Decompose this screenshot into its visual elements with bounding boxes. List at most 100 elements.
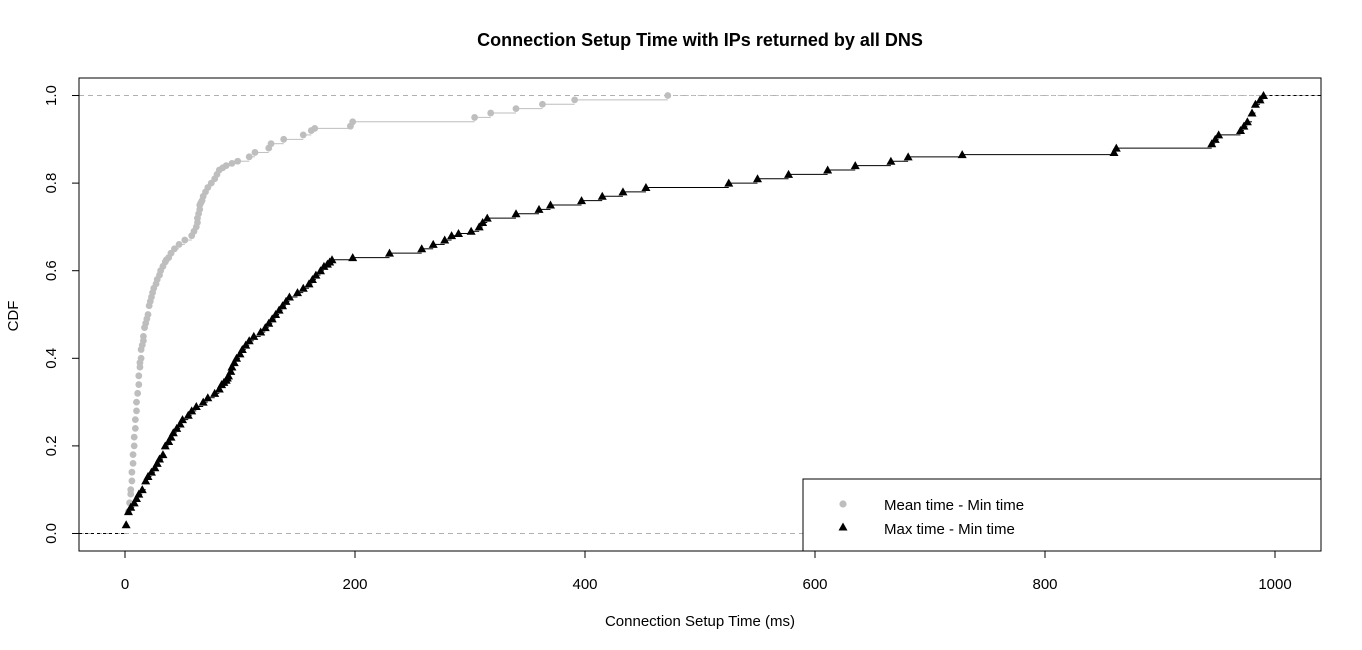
legend-label-mean: Mean time - Min time [884,497,1024,514]
series-1-point [284,292,294,301]
series-0-point [135,372,143,380]
series-1-point [311,270,321,279]
series-0-point [664,92,672,99]
series-1-point [172,423,182,432]
series-1-point [183,410,193,419]
series-1-point [784,169,794,178]
series-1-point [187,406,197,415]
series-0-point [539,100,546,108]
series-1-point [146,467,156,476]
series-1-point [227,362,237,371]
series-0-point [129,460,137,467]
series-0-point [131,416,139,424]
series-1-point [281,296,291,305]
series-1-point [150,463,160,472]
series-1-point [232,353,242,362]
y-axis: 0.0 0.2 0.4 0.6 0.8 1.0 [43,85,80,544]
series-1-point [235,349,245,358]
series-1-point [307,274,317,283]
x-tick-label: 400 [572,576,597,593]
chart-title: Connection Setup Time with IPs returned … [477,30,923,50]
series-1-point [267,314,277,323]
series-0-point [251,149,259,156]
series-1-point [256,327,266,336]
series-0-point [128,477,136,485]
y-axis-label: CDF [5,301,22,332]
series-1-point [304,279,314,288]
series-1-point [271,310,281,318]
series-1-point [214,384,224,393]
series-1-point [293,288,302,297]
series-0-point [131,424,139,432]
series-1-point [316,266,325,275]
series-1-point [428,239,438,248]
series-0-point [140,332,147,340]
x-tick-label: 1000 [1258,576,1291,593]
series-1-point [618,187,628,196]
series-1-point [1210,134,1220,143]
series-0-point [134,389,142,397]
series-0-point [299,131,307,139]
series-1-point [168,428,178,437]
series-0-point [267,140,275,148]
series-1-point [886,156,896,165]
legend-marker-mean [839,500,847,508]
series-1-point [241,340,251,349]
series-1-point [178,415,187,424]
series-0-point [133,398,140,406]
series-0-point [222,162,230,169]
series-0-point [129,451,137,459]
series-1-point [141,476,151,485]
series-1-point [327,255,337,264]
legend: Mean time - Min time Max time - Min time [802,478,1322,552]
series-1-point [175,419,185,428]
series-1-point [903,152,913,161]
series-0-point [571,96,579,104]
series-1-point [850,161,860,170]
series-1-point [198,397,208,406]
series-1-point [143,472,153,481]
series-1-point [724,178,734,187]
reference-lines [79,95,1321,534]
y-tick-label: 0.8 [43,173,60,194]
series-0-point [144,311,152,318]
series-1-point [1239,121,1249,130]
series-1-point [166,432,176,441]
series-1-point [534,204,544,213]
series-1-point [298,283,308,292]
series-0-point [128,468,136,476]
series-1-point [237,345,247,354]
series-1-point [546,200,555,209]
series-0-point [181,236,189,244]
series-0-point [245,153,253,161]
series-1-point [440,235,450,244]
series-1-point [123,507,133,516]
series-1-point [482,213,492,222]
series-1-point [577,196,587,205]
y-tick-label: 0.0 [43,523,60,544]
series-1-point [454,228,463,237]
series-1-point [1255,95,1265,104]
x-tick-label: 0 [121,576,129,593]
series-0 [79,92,1321,534]
series-1-point [210,388,220,397]
series-1-point [249,331,259,340]
series-0-point [280,135,288,143]
series-1-point [191,401,201,410]
series-1-point [264,318,274,327]
series-1-point [1250,99,1260,108]
series-0-point [130,433,138,441]
series-1-point [203,393,213,402]
y-tick-label: 0.6 [43,260,60,281]
series-layer [79,91,1321,534]
series-1-point [132,493,141,502]
series-0-point [487,109,495,117]
series-0-point [137,354,145,362]
series-1-point [152,458,162,467]
series-0-point [133,407,140,415]
series-1-point [244,336,254,345]
series-1-point [1259,91,1268,100]
series-1-point [511,209,521,218]
series-1-point [597,191,607,200]
